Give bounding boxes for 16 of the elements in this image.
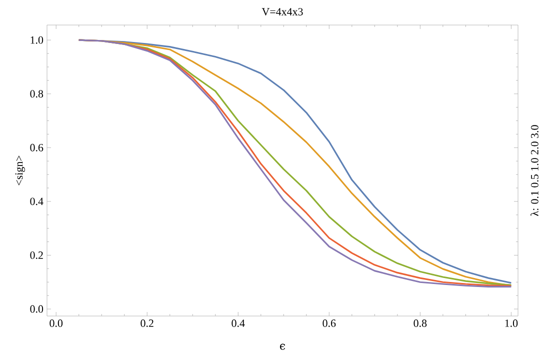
x-tick-label: 0.4 [232,320,245,327]
x-tick-label: 0.6 [322,320,336,327]
x-tick-label: 0.2 [140,320,154,327]
x-axis-title: ϵ [280,344,286,350]
chart-title: V=4x4x3 [262,8,303,16]
y-axis-title: <sign> [15,156,25,186]
x-tick-label: 0.8 [414,320,427,327]
y-tick-label: 1.0 [30,36,44,44]
x-tick-label: 1.0 [505,320,518,327]
y-tick-label: 0.6 [30,144,44,152]
y-tick-label: 0.2 [30,252,43,259]
x-tick-label: 0.0 [50,320,63,327]
y-tick-label: 0.4 [30,198,44,206]
text: λ: 0.1 0.5 1.0 2.0 3.0 [530,125,538,216]
y-tick-label: 0.8 [30,90,44,98]
y-tick-label: 0.0 [30,305,44,313]
